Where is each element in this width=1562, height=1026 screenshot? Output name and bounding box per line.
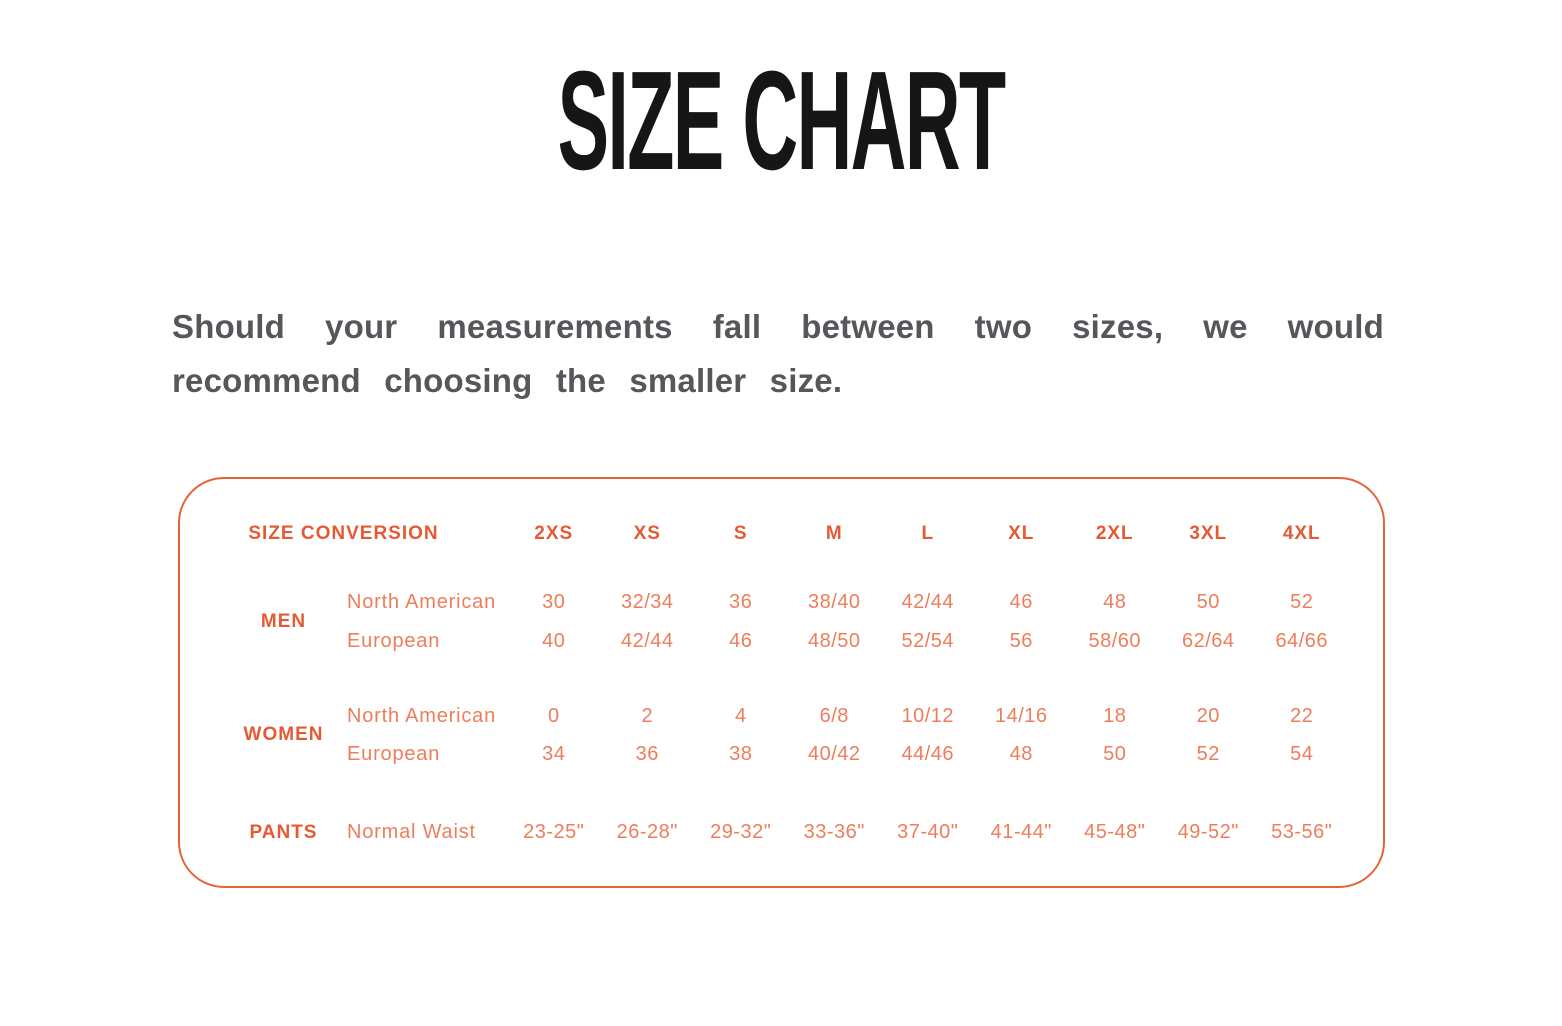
size-value: 64/66 xyxy=(1275,630,1329,652)
size-value: 42/44 xyxy=(901,591,955,613)
size-header: 4XL xyxy=(1282,523,1321,544)
size-header: L xyxy=(921,523,935,544)
row-label: European xyxy=(347,742,441,765)
size-value: 50 xyxy=(1196,591,1220,613)
size-value: 14/16 xyxy=(994,704,1048,727)
size-header: S xyxy=(733,523,748,544)
size-header: 3XL xyxy=(1189,523,1228,544)
size-header: 2XL xyxy=(1095,523,1134,544)
group-label: PANTS xyxy=(249,821,318,843)
size-value: 23-25" xyxy=(523,821,585,843)
size-value: 42/44 xyxy=(620,630,674,652)
size-value: 50 xyxy=(1103,742,1127,765)
size-value: 10/12 xyxy=(901,704,955,727)
size-value: 46 xyxy=(1009,591,1033,613)
size-value: 54 xyxy=(1290,742,1314,765)
size-header: 2XS xyxy=(534,523,574,544)
size-value: 32/34 xyxy=(620,591,674,613)
size-value: 2 xyxy=(641,704,654,727)
table-header-row: SIZE CONVERSION 2XS XS S M L XL 2XL 3XL 4XL xyxy=(180,514,1383,554)
row-label: European xyxy=(347,630,441,652)
size-value: 20 xyxy=(1196,704,1220,727)
group-label: MEN xyxy=(260,611,307,632)
size-value: 36 xyxy=(635,742,659,765)
table-section-women: WOMEN North American 0 2 4 6/8 10/12 14/16 18 20 2… xyxy=(180,697,1383,773)
size-value: 4 xyxy=(734,704,747,727)
intro-text: Should your measurements fall between tw… xyxy=(172,308,1384,399)
table-section-men: MEN North American 30 32/34 36 38/40 42/44 46 48… xyxy=(180,583,1383,661)
row-label: North American xyxy=(347,591,497,613)
row-label: North American xyxy=(347,704,497,727)
size-value: 29-32" xyxy=(710,821,772,843)
size-value: 52/54 xyxy=(901,630,955,652)
table-section-pants: PANTS Normal Waist 23-25" 26-28" 29-32" 33-36… xyxy=(180,813,1383,852)
size-conversion-header: SIZE CONVERSION xyxy=(248,523,439,544)
size-value: 36 xyxy=(729,591,753,613)
size-value: 48 xyxy=(1103,591,1127,613)
size-value: 30 xyxy=(542,591,566,613)
size-value: 48/50 xyxy=(807,630,861,652)
size-value: 38/40 xyxy=(807,591,861,613)
size-value: 37-40" xyxy=(897,821,959,843)
size-value: 49-52" xyxy=(1177,821,1239,843)
size-value: 22 xyxy=(1290,704,1314,727)
size-value: 56 xyxy=(1009,630,1033,652)
size-header: XS xyxy=(633,523,661,544)
size-value: 44/46 xyxy=(901,742,955,765)
size-value: 53-56" xyxy=(1271,821,1333,843)
size-value: 38 xyxy=(729,742,753,765)
size-value: 0 xyxy=(547,704,560,727)
size-conversion-table: SIZE CONVERSION 2XS XS S M L XL 2XL 3XL 4XL MEN N… xyxy=(178,477,1385,888)
page-header: SIZE CHART xyxy=(0,42,1562,200)
size-header: M xyxy=(825,523,843,544)
size-value: 48 xyxy=(1009,742,1033,765)
row-label: Normal Waist xyxy=(347,821,476,843)
size-value: 62/64 xyxy=(1181,630,1235,652)
size-value: 40 xyxy=(542,630,566,652)
size-value: 41-44" xyxy=(990,821,1052,843)
size-header: XL xyxy=(1008,523,1035,544)
size-value: 6/8 xyxy=(819,704,849,727)
size-value: 34 xyxy=(542,742,566,765)
size-value: 18 xyxy=(1103,704,1127,727)
group-label: WOMEN xyxy=(243,724,324,745)
size-value: 26-28" xyxy=(616,821,678,843)
size-value: 52 xyxy=(1196,742,1220,765)
size-value: 46 xyxy=(729,630,753,652)
size-value: 45-48" xyxy=(1084,821,1146,843)
size-value: 40/42 xyxy=(807,742,861,765)
size-value: 58/60 xyxy=(1088,630,1142,652)
size-value: 33-36" xyxy=(803,821,865,843)
size-value: 52 xyxy=(1290,591,1314,613)
page-title: SIZE CHART xyxy=(557,42,1007,200)
